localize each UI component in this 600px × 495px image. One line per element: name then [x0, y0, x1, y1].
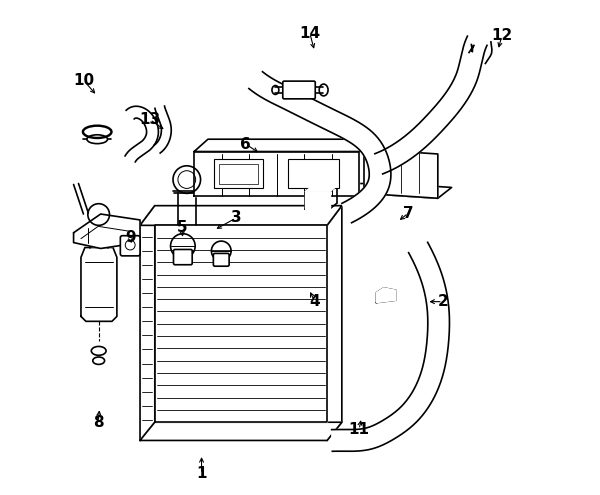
Polygon shape — [305, 186, 337, 192]
Polygon shape — [140, 205, 155, 441]
FancyBboxPatch shape — [214, 159, 263, 189]
Polygon shape — [125, 106, 158, 162]
Text: 2: 2 — [437, 294, 448, 309]
FancyBboxPatch shape — [121, 236, 140, 256]
FancyBboxPatch shape — [287, 159, 340, 189]
Text: 5: 5 — [176, 220, 187, 235]
Polygon shape — [376, 288, 396, 302]
FancyBboxPatch shape — [214, 253, 229, 266]
Polygon shape — [194, 184, 373, 196]
Text: 3: 3 — [230, 210, 241, 225]
Polygon shape — [364, 149, 438, 198]
Polygon shape — [194, 151, 359, 196]
FancyBboxPatch shape — [283, 81, 315, 99]
Text: 10: 10 — [73, 73, 94, 88]
Text: 13: 13 — [139, 112, 160, 127]
Polygon shape — [74, 214, 140, 248]
Polygon shape — [305, 192, 329, 209]
FancyBboxPatch shape — [173, 249, 192, 265]
Text: 14: 14 — [299, 26, 320, 41]
Text: 7: 7 — [403, 205, 413, 221]
Polygon shape — [375, 36, 487, 174]
Polygon shape — [155, 225, 327, 422]
Text: 8: 8 — [93, 415, 104, 430]
Polygon shape — [249, 72, 391, 223]
Polygon shape — [327, 205, 342, 441]
Text: 6: 6 — [241, 137, 251, 151]
Polygon shape — [364, 183, 452, 198]
Polygon shape — [194, 139, 373, 151]
Polygon shape — [469, 42, 492, 63]
FancyBboxPatch shape — [219, 164, 258, 184]
Text: 1: 1 — [196, 466, 207, 482]
Polygon shape — [140, 205, 342, 225]
Polygon shape — [140, 422, 342, 441]
Polygon shape — [154, 106, 171, 153]
Text: 4: 4 — [310, 294, 320, 309]
Text: 9: 9 — [125, 230, 136, 245]
Text: 11: 11 — [349, 422, 370, 437]
Polygon shape — [81, 248, 117, 321]
Text: 12: 12 — [491, 28, 512, 44]
Polygon shape — [332, 243, 449, 451]
